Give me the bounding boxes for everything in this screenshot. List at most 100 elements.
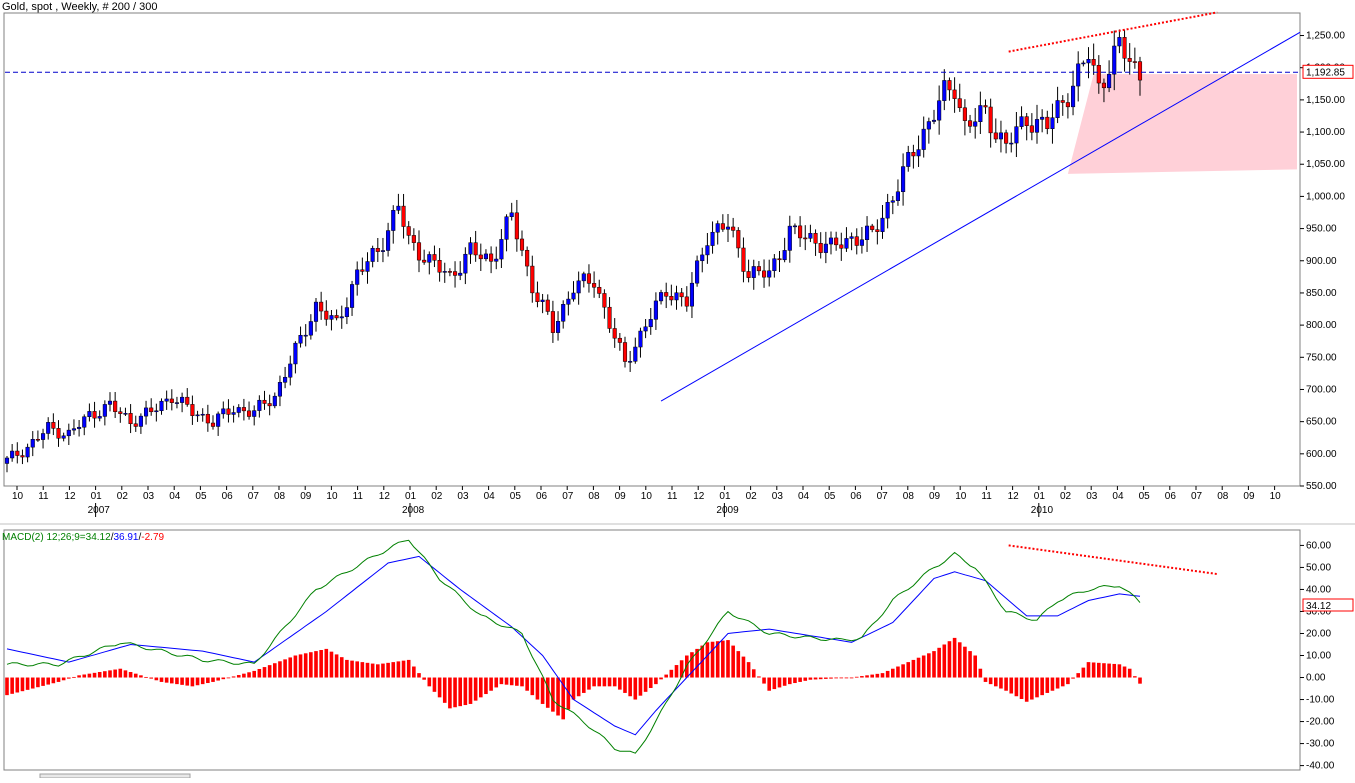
histogram-bar [262,667,267,678]
histogram-bar [1040,677,1044,696]
histogram-bar [309,652,313,678]
histogram-bar [283,659,287,678]
candle-body [880,217,885,232]
candle-body [339,316,344,319]
histogram-bar [880,673,885,678]
candle-body [540,299,545,302]
candle-body [525,249,530,267]
macd-last-box [1302,598,1354,612]
candle-body [638,330,643,348]
histogram-bar [206,677,210,684]
month-label: 07 [248,491,260,502]
candle-body [854,236,859,246]
macd-panel[interactable] [3,529,1301,771]
candle-body [113,400,118,412]
candle-body [1137,61,1143,81]
candle-body [77,426,82,429]
candle-body [1065,102,1070,108]
price-divergence-line [1008,11,1218,53]
month-label: 07 [877,491,889,502]
candle-body [643,326,648,332]
month-label: 12 [1008,491,1020,502]
histogram-bar [453,677,457,708]
candle-body [978,105,983,122]
price-tick-label: 650.00 [1306,417,1337,428]
candle-body [391,210,396,231]
month-label: 05 [510,491,522,502]
candle-body [432,254,437,261]
histogram-bar [762,677,766,684]
candle-body [138,415,143,427]
candle-body [571,292,576,300]
histogram-bar [767,677,771,691]
histogram-bar [654,677,658,685]
histogram-bar [5,677,9,696]
macd-tick-label: -40.00 [1306,761,1335,772]
year-label: 2007 [88,505,111,516]
month-label: 03 [457,491,469,502]
histogram-bar [170,677,174,684]
histogram-bar [638,677,643,696]
histogram-bar [231,676,236,678]
candle-body [149,407,154,413]
price-tick-label: 600.00 [1306,449,1337,460]
histogram-bar [242,673,246,678]
price-tick-label: 550.00 [1306,481,1337,492]
histogram-bar [1045,677,1050,693]
histogram-bar [664,674,668,678]
hist-label-value: -2.79 [141,532,164,543]
time-axis: 10 11 12 01 02 03 04 05 06 07 08 09 10 11 12 01 02 03 04 05… [12,486,1281,517]
candle-body [442,271,447,273]
macd-tick-label: 50.00 [1306,562,1331,573]
candle-body [1019,116,1024,127]
histogram-bar [345,659,349,678]
candle-body [895,191,901,201]
histogram-bar [123,670,128,678]
histogram-bar [721,640,725,678]
histogram-bar [1030,677,1034,700]
histogram-bar [463,677,468,706]
month-label: 12 [379,491,391,502]
candle-body [968,120,973,127]
histogram-bar [710,641,715,678]
histogram-bar [715,641,720,678]
candle-body [10,450,15,459]
candle-body [277,382,282,397]
macd-last-tag: 34.12 [1302,598,1354,612]
last-price-tag: 1,192.85 [1302,64,1354,79]
candle-body [772,258,777,271]
candle-body [128,413,133,425]
histogram-bar [442,677,447,703]
histogram-bar [20,677,25,692]
candle-body [386,230,391,251]
candle-body [303,334,308,337]
histogram-bar [113,669,117,678]
candle-body [380,250,385,252]
candle-body [659,292,664,302]
histogram-bar [612,677,617,687]
histogram-bar [278,661,282,678]
month-label: 05 [824,491,836,502]
candle-body [1086,59,1091,64]
price-panel[interactable] [3,12,1301,487]
histogram-bar [839,677,844,679]
histogram-bar [200,677,205,685]
candle-body [200,413,205,416]
candle-body [1045,116,1050,129]
candle-body [741,247,746,272]
candle-body [653,300,658,320]
candle-body [499,239,504,260]
histogram-bar [891,668,895,678]
month-label: 11 [981,491,992,502]
scrollbar[interactable] [39,773,191,779]
histogram-bar [973,655,977,678]
candle-body [226,408,231,415]
histogram-bar [504,677,509,685]
histogram-bar [1004,677,1008,691]
histogram-bar [607,677,612,687]
month-label: 08 [588,491,600,502]
candle-body [159,400,164,412]
histogram-bar [432,677,437,692]
